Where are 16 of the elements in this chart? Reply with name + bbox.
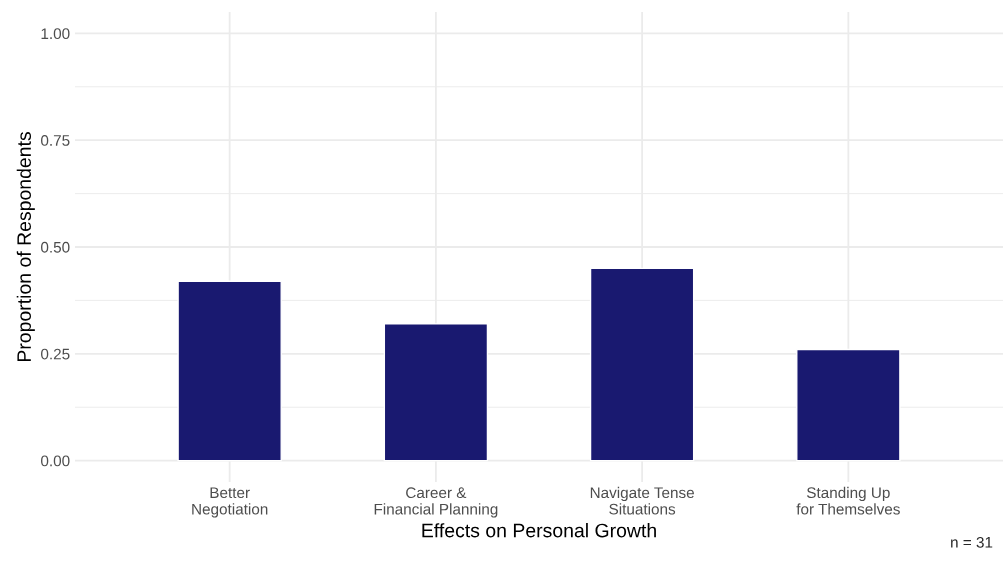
bar [589,267,695,462]
x-axis-title: Effects on Personal Growth [422,523,656,538]
y-tick-label: 0.75 [41,135,70,146]
text: n = 31 [951,536,993,548]
x-tick-label: Navigate Tense Situations [590,486,694,515]
x-tick-label: Career & Financial Planning [374,487,498,518]
bar [796,348,901,462]
bar [383,323,489,462]
x-tick-label: Better Negotiation [192,487,268,518]
y-axis-title: Proportion of Respondents [16,132,35,362]
y-tick-label: 0.50 [41,241,70,253]
bar [177,280,282,462]
y-tick-label: 1.00 [41,28,70,40]
y-tick-label: 0.25 [41,348,70,360]
x-tick-label: Standing Up for Themselves [796,486,900,515]
y-tick-label: 0.00 [41,455,70,467]
